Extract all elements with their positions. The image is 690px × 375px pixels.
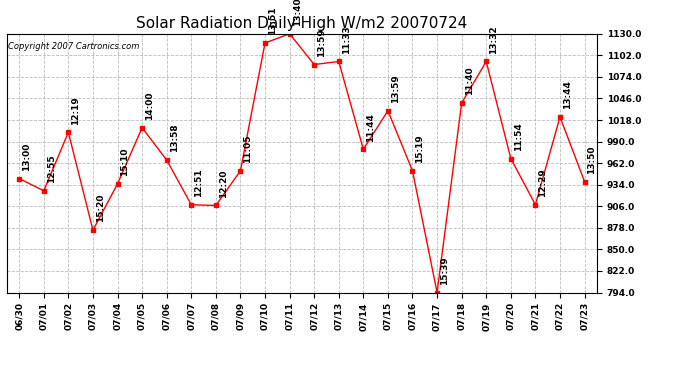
Text: 13:51: 13:51 xyxy=(268,7,277,35)
Text: Copyright 2007 Cartronics.com: Copyright 2007 Cartronics.com xyxy=(8,42,139,51)
Text: 15:20: 15:20 xyxy=(96,194,105,222)
Text: 15:10: 15:10 xyxy=(121,148,130,176)
Text: 11:05: 11:05 xyxy=(244,135,253,163)
Title: Solar Radiation Daily High W/m2 20070724: Solar Radiation Daily High W/m2 20070724 xyxy=(136,16,468,31)
Text: 11:33: 11:33 xyxy=(342,25,351,54)
Text: 15:19: 15:19 xyxy=(415,134,424,163)
Text: 12:51: 12:51 xyxy=(194,168,204,197)
Text: 12:29: 12:29 xyxy=(538,168,547,197)
Text: 13:59: 13:59 xyxy=(317,28,326,57)
Text: 14:00: 14:00 xyxy=(145,92,154,120)
Text: 13:58: 13:58 xyxy=(170,124,179,152)
Text: 13:00: 13:00 xyxy=(22,142,31,171)
Text: 15:39: 15:39 xyxy=(440,256,449,285)
Text: 13:40: 13:40 xyxy=(293,0,302,26)
Text: 12:20: 12:20 xyxy=(219,169,228,198)
Text: 11:54: 11:54 xyxy=(514,122,523,151)
Text: 13:32: 13:32 xyxy=(489,25,498,54)
Text: 12:55: 12:55 xyxy=(47,154,56,183)
Text: 13:50: 13:50 xyxy=(587,146,597,174)
Text: 11:44: 11:44 xyxy=(366,112,375,141)
Text: 13:59: 13:59 xyxy=(391,74,400,103)
Text: 11:40: 11:40 xyxy=(464,67,473,95)
Text: 12:19: 12:19 xyxy=(71,96,80,124)
Text: 13:44: 13:44 xyxy=(563,80,572,109)
